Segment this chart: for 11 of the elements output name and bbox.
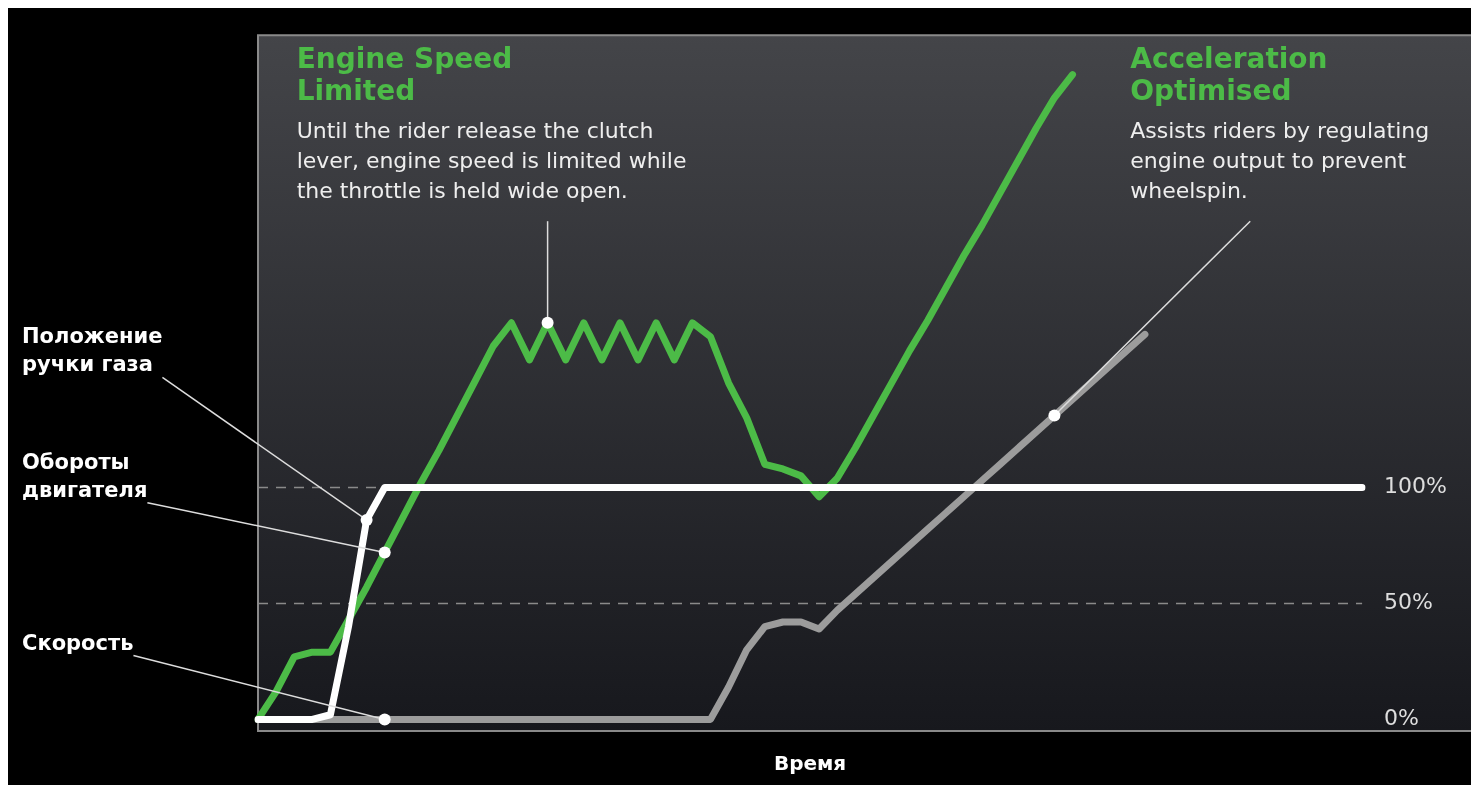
- text: Скорость: [22, 630, 134, 655]
- text: Обороты двигателя: [22, 449, 148, 502]
- y-tick-label: 100%: [1384, 473, 1448, 499]
- annotation: Assists riders by regulating engine output to prevent wheelspin.: [1130, 117, 1430, 203]
- annotation: Acceleration Optimised: [1130, 42, 1328, 108]
- annotation: Engine Speed Limited: [296, 42, 513, 108]
- y-tick-label: 0%: [1384, 705, 1420, 731]
- x-axis-title: Время: [773, 751, 847, 776]
- y-tick-label: 50%: [1384, 589, 1434, 615]
- text: Положение ручки газа: [22, 324, 163, 377]
- annotation: Until the rider release the clutch lever, engine speed is limited while the throttle is held wide open.: [296, 117, 687, 203]
